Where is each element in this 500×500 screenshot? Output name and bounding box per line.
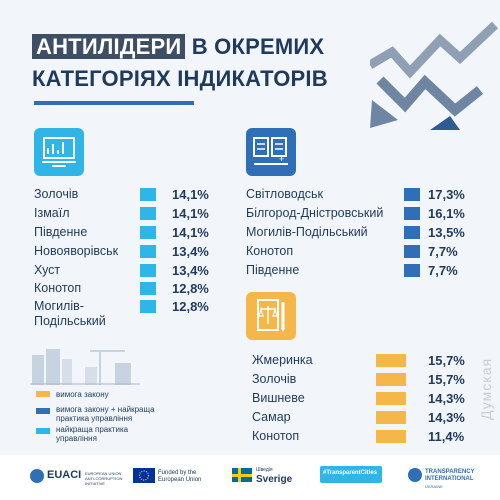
indicator-bar (404, 188, 420, 201)
indicator-bar (140, 282, 156, 295)
list-item-name: Жмеринка (252, 353, 313, 367)
list-item-value: 17,3% (428, 187, 465, 202)
list-item-name: Конотоп (246, 244, 294, 258)
indicator-bar (140, 207, 156, 220)
list-item-name: Самар (252, 410, 291, 424)
indicator-bar (140, 264, 156, 277)
title-line1-rest: В ОКРЕМИХ (185, 34, 325, 59)
page-title: АНТИЛІДЕРИ В ОКРЕМИХ КАТЕГОРІЯХ ІНДИКАТО… (32, 32, 328, 94)
eu-flag-icon (133, 468, 155, 483)
list-item-value: 16,1% (428, 206, 465, 221)
sweden-text: Sverige (256, 474, 293, 485)
legend-swatch-law (36, 391, 50, 397)
trend-arrows-icon (370, 21, 499, 130)
list-item-name: Конотоп (252, 429, 300, 443)
list-item-name: Вишневе (252, 391, 305, 405)
indicator-bar (376, 373, 406, 386)
legend-swatch-law-practice (36, 408, 50, 414)
indicator-bar (140, 188, 156, 201)
hashtag-badge: #TransparentCities (320, 466, 382, 483)
list-item-name: Золочів (34, 187, 79, 201)
legend-label: вимога закону (56, 390, 109, 399)
list-item-name: Південне (34, 225, 88, 239)
list-item-name: Білгород-Дністровський (246, 206, 384, 220)
indicator-bar (376, 430, 406, 443)
euaci-logo-icon (30, 469, 44, 483)
list-item-value: 15,7% (428, 353, 465, 368)
documents-icon: + (246, 128, 296, 176)
list-item-name: Золочів (252, 372, 297, 386)
legend-label: вимога закону + найкраща практика управл… (56, 405, 155, 423)
scales-document-icon (246, 292, 296, 340)
legend-label: найкраща практика управління (56, 425, 129, 443)
sweden-pre-text: Шведія (256, 467, 273, 473)
list-item-value: 12,8% (172, 299, 209, 314)
indicator-bar (140, 245, 156, 258)
watermark: Думская (478, 357, 494, 420)
list-item-name: Новояворівськ (34, 244, 119, 258)
indicator-bar (140, 226, 156, 239)
list-item-value: 15,7% (428, 372, 465, 387)
list-item-value: 14,3% (428, 410, 465, 425)
list-item-value: 14,1% (172, 206, 209, 221)
indicator-bar (404, 226, 420, 239)
list-item-value: 14,1% (172, 225, 209, 240)
sweden-flag-icon (232, 468, 252, 482)
list-item-value: 14,1% (172, 187, 209, 202)
indicator-bar (376, 411, 406, 424)
legend-swatch-practice (36, 428, 50, 434)
list-item-value: 13,4% (172, 244, 209, 259)
list-item-name: Південне (246, 263, 300, 277)
indicator-bar (376, 354, 406, 367)
list-item-value: 11,4% (428, 429, 465, 444)
ti-sub-text: UKRAINE (425, 484, 443, 489)
city-buildings-icon (30, 349, 140, 385)
hashtag-text: #TransparentCities (323, 470, 378, 476)
list-item-value: 13,5% (428, 225, 465, 240)
svg-text:+: + (279, 154, 284, 164)
indicator-bar (404, 207, 420, 220)
list-item-value: 14,3% (428, 391, 465, 406)
list-item-name: Ізмаїл (34, 206, 70, 220)
title-highlight: АНТИЛІДЕРИ (32, 34, 186, 59)
list-item-value: 13,4% (172, 263, 209, 278)
ti-logo-icon (408, 468, 422, 482)
euaci-logo-text: EUACI (47, 469, 82, 481)
chart-screen-icon (34, 128, 84, 176)
indicator-bar (376, 392, 406, 405)
indicator-bar (140, 300, 156, 313)
indicator-bar (404, 264, 420, 277)
list-item-name: Конотоп (34, 281, 82, 295)
list-item-value: 7,7% (428, 244, 458, 259)
list-item-name-cont: Подільський (34, 314, 106, 328)
list-item-name: Могилів-Подільський (246, 225, 368, 239)
list-item-value: 7,7% (428, 263, 458, 278)
ti-logo-text: TRANSPARENCY INTERNATIONAL (425, 469, 475, 482)
list-item-value: 12,8% (172, 281, 209, 296)
euaci-subtitle: EUROPEAN UNION ANTI-CORRUPTION INITIATIV… (85, 471, 123, 486)
list-item-name: Світловодськ (246, 187, 323, 201)
list-item-name: Хуст (34, 263, 61, 277)
title-underline (34, 101, 194, 105)
list-item-name: Могилів- (34, 299, 84, 313)
title-line2: КАТЕГОРІЯХ ІНДИКАТОРІВ (32, 66, 328, 91)
indicator-bar (404, 245, 420, 258)
eu-funded-text: Funded by the European Union (158, 470, 202, 483)
